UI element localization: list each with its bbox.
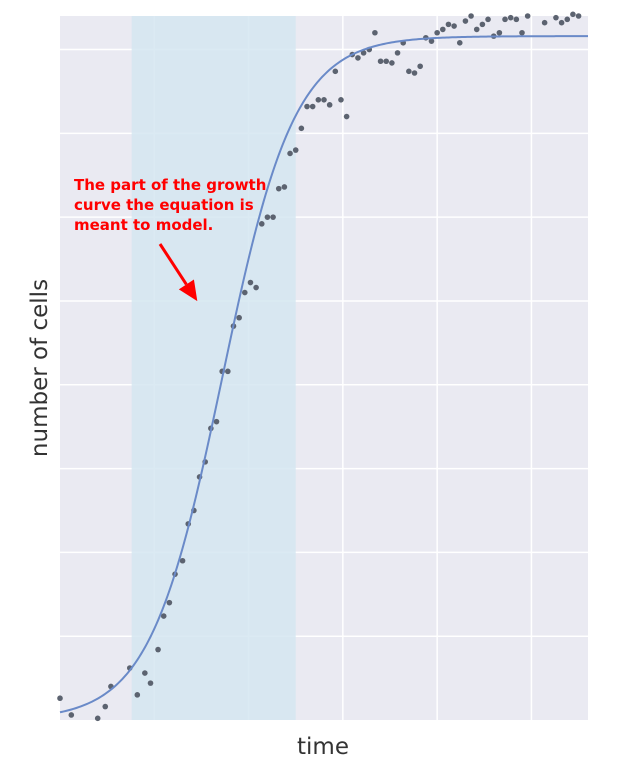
data-point (468, 13, 474, 19)
data-point (179, 557, 186, 564)
data-point (411, 70, 418, 76)
data-point (270, 214, 276, 220)
data-point (287, 150, 293, 157)
data-point (553, 14, 559, 21)
data-point (417, 63, 423, 70)
data-point (377, 58, 384, 65)
data-point (258, 221, 265, 227)
data-point (406, 68, 412, 75)
data-point (496, 29, 503, 36)
data-point (524, 13, 531, 19)
data-point (462, 18, 469, 24)
data-point (236, 314, 242, 321)
data-point (564, 16, 571, 23)
data-point (225, 368, 231, 375)
data-point (541, 19, 548, 26)
data-point (338, 97, 344, 103)
data-point (360, 50, 367, 56)
data-point (332, 68, 339, 75)
data-point (292, 147, 299, 153)
data-point (513, 16, 520, 23)
data-point (355, 55, 361, 61)
data-point (570, 11, 576, 18)
data-point (134, 692, 141, 698)
data-point (94, 715, 101, 722)
data-point (304, 103, 310, 110)
data-point (326, 102, 333, 108)
annotation-line: curve the equation is (74, 196, 254, 214)
data-point (456, 40, 463, 46)
data-point (253, 284, 259, 291)
data-point (473, 26, 480, 33)
data-point (451, 23, 457, 29)
data-point (372, 29, 378, 36)
fit-curve (59, 35, 588, 714)
data-point (242, 289, 248, 296)
data-point (102, 703, 109, 710)
data-point (485, 16, 491, 23)
data-point (57, 695, 63, 702)
annotation-arrow-line (158, 243, 188, 286)
data-point (389, 60, 395, 66)
data-point (213, 418, 220, 425)
data-point (166, 599, 173, 606)
data-point (264, 214, 271, 220)
data-point (383, 58, 390, 65)
annotation: The part of the growth curve the equation… (74, 176, 266, 302)
data-point (445, 21, 452, 28)
data-point (502, 16, 508, 23)
data-point (281, 184, 288, 190)
data-point (343, 113, 350, 120)
data-point (147, 680, 154, 686)
data-point (155, 646, 161, 653)
annotation-line: meant to model. (74, 216, 213, 234)
data-point (479, 21, 486, 28)
data-point (142, 670, 148, 676)
x-axis-label: time (297, 734, 349, 760)
data-point (434, 29, 440, 36)
data-point (247, 279, 254, 286)
data-point (428, 38, 435, 44)
data-point (575, 13, 582, 19)
data-points (57, 11, 582, 722)
data-point (315, 97, 322, 103)
annotation-line: The part of the growth (74, 176, 266, 194)
data-point (558, 19, 565, 26)
data-point (507, 14, 514, 21)
data-point (519, 29, 525, 36)
data-point (321, 97, 327, 103)
annotation-text: The part of the growth curve the equation… (74, 176, 266, 234)
annotation-arrow-head (178, 279, 198, 302)
y-axis-label: number of cells (27, 279, 53, 457)
data-point (309, 103, 316, 110)
data-point (68, 712, 75, 718)
data-point (160, 613, 167, 619)
data-point (275, 185, 282, 192)
data-point (440, 26, 446, 33)
shaded-modeled-region (131, 16, 296, 720)
data-point (394, 50, 401, 56)
data-point (298, 125, 305, 132)
